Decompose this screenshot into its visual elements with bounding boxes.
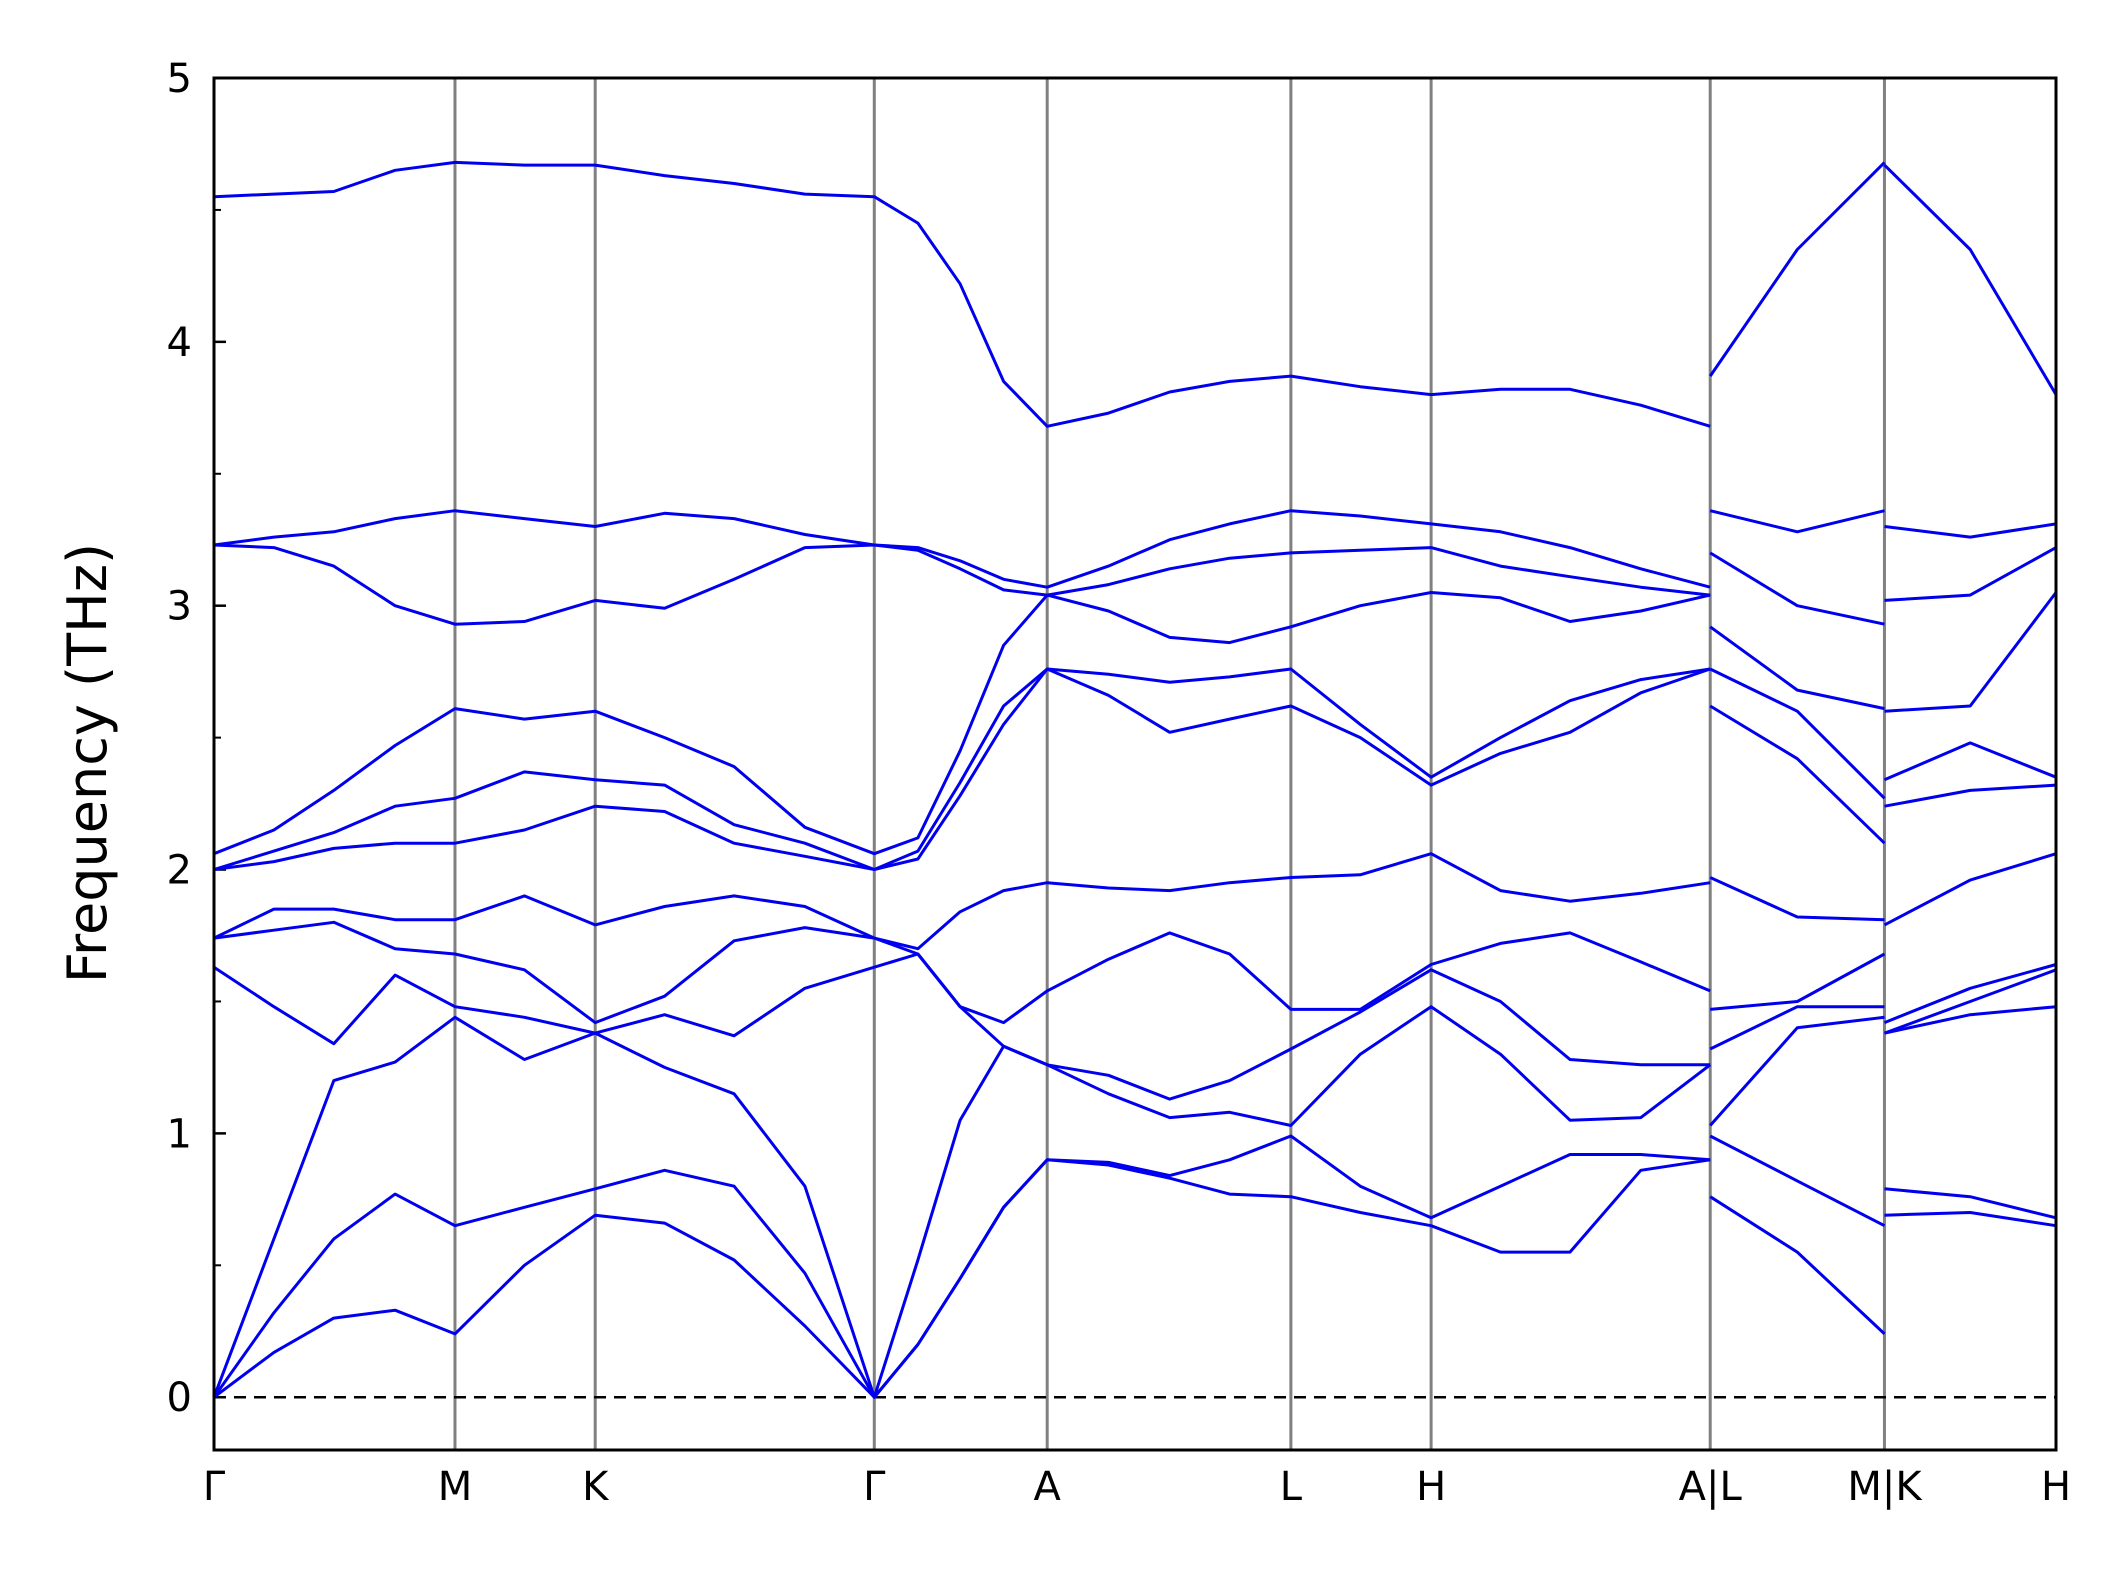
band-line: [213, 667, 2057, 871]
y-tick-label: 2: [167, 848, 192, 894]
y-tick-label: 5: [167, 56, 192, 102]
band-line: [213, 920, 2057, 1025]
x-tick-label: K: [582, 1464, 610, 1510]
band-line: [213, 952, 2057, 1101]
y-axis-title: Frequency (THz): [56, 543, 119, 983]
band-line: [213, 160, 2058, 428]
x-tick-label: H: [2041, 1464, 2071, 1510]
band-line: [213, 667, 2057, 871]
band-line: [213, 591, 2058, 856]
x-tick-label: A: [1034, 1464, 1062, 1510]
y-tick-label: 1: [167, 1111, 192, 1157]
band-line: [213, 852, 2057, 951]
x-tick-label: Γ: [203, 1464, 226, 1510]
y-tick-label: 0: [167, 1375, 192, 1421]
band-line: [213, 1158, 2057, 1399]
y-tick-label: 4: [167, 320, 192, 366]
band-line: [213, 509, 2057, 589]
x-tick-label: A|L: [1679, 1464, 1743, 1510]
plot-frame: [212, 76, 2058, 1452]
band-line: [213, 543, 2057, 626]
x-tick-label: L: [1280, 1464, 1303, 1510]
x-tick-label: H: [1416, 1464, 1446, 1510]
x-tick-label: M|K: [1847, 1464, 1923, 1510]
x-tick-label: M: [438, 1464, 473, 1510]
band-line: [212, 1134, 2057, 1399]
x-tick-label: Γ: [863, 1464, 886, 1510]
band-line: [212, 1005, 2057, 1399]
y-tick-label: 3: [167, 584, 192, 630]
